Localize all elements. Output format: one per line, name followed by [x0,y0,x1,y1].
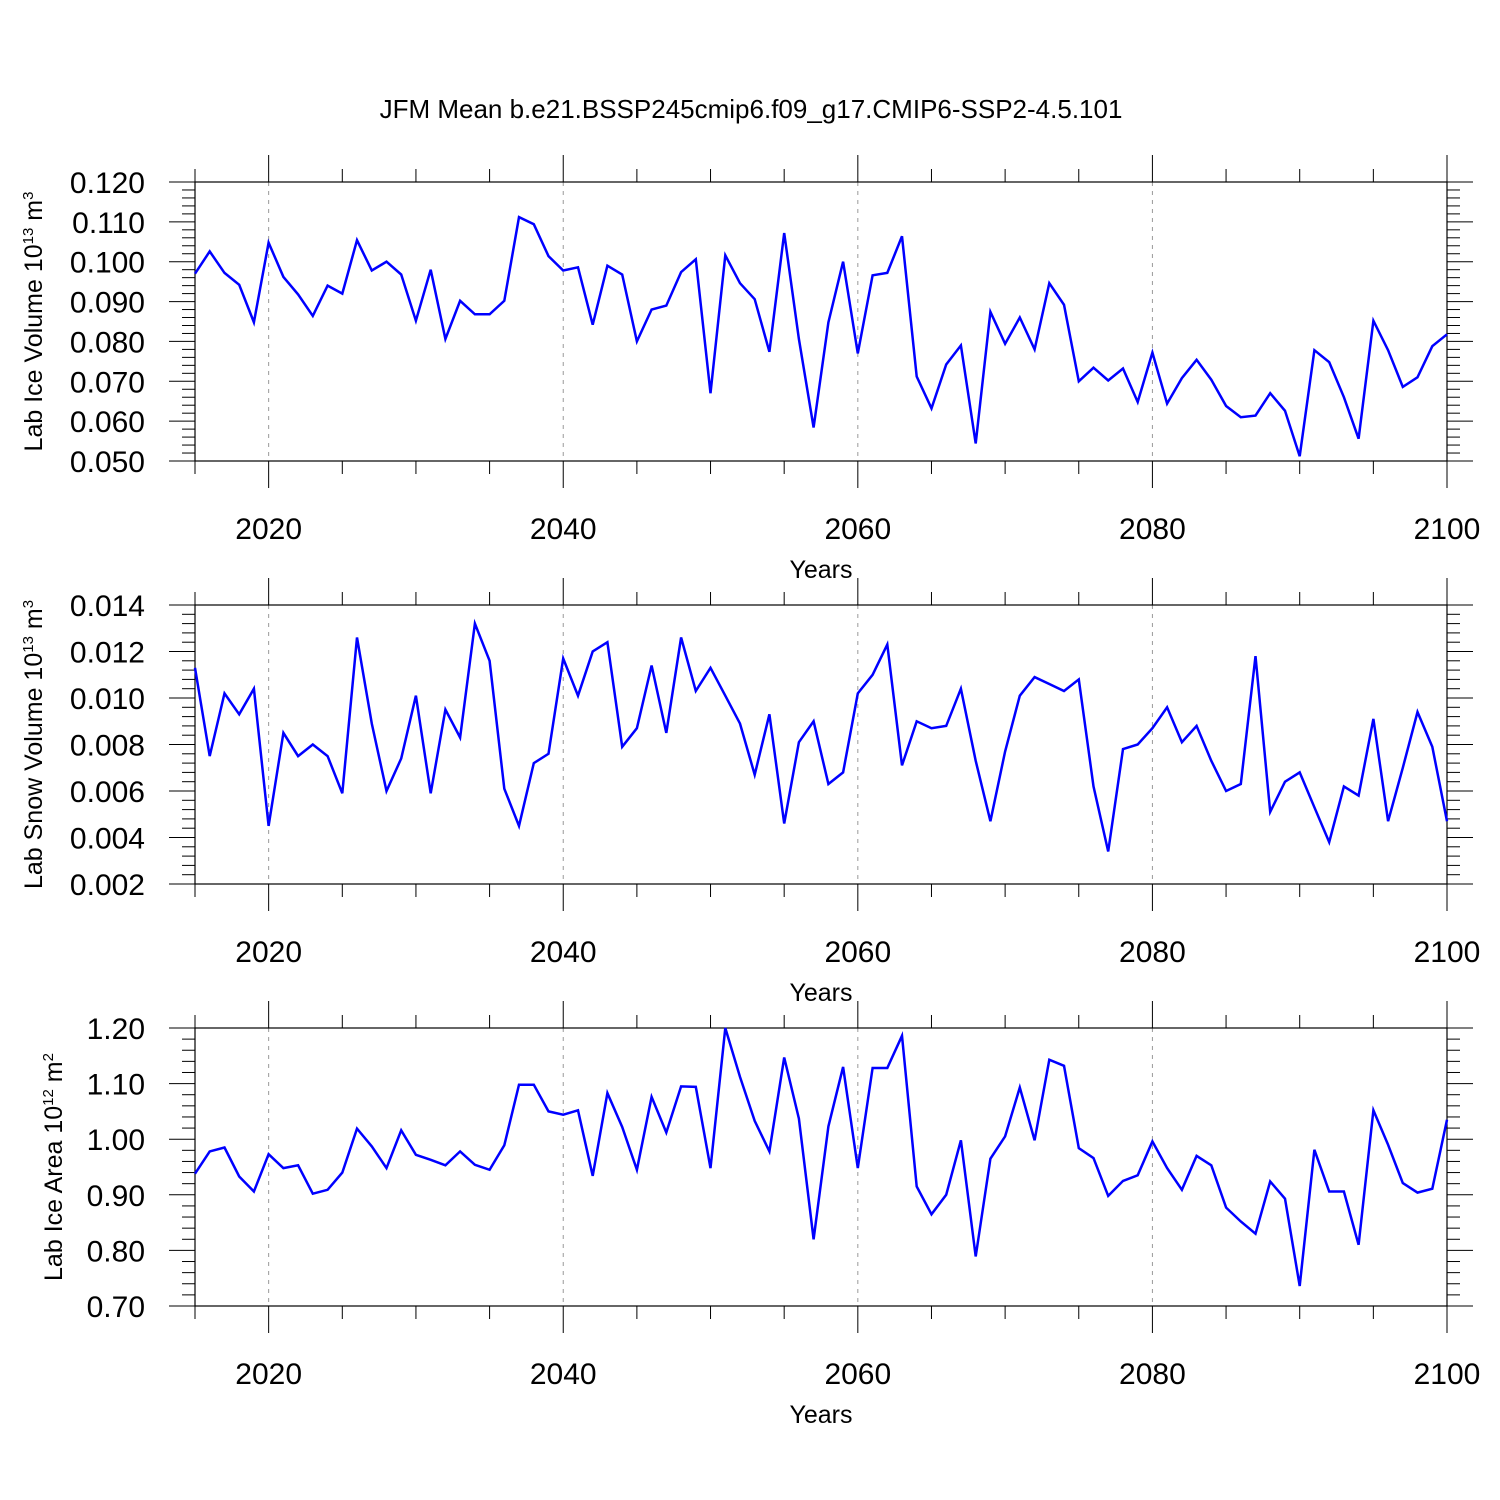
x-tick-label: 2040 [530,513,597,546]
x-tick-label: 2020 [235,1358,302,1391]
y-axis-label-text: m [20,608,48,636]
y-tick-label: 0.004 [70,823,145,856]
y-axis-label-text: m [20,200,48,228]
y-axis-label-superscript: 3 [20,600,37,608]
plot-frame [194,181,1448,462]
y-axis-label-text: m [40,1061,68,1089]
y-axis-label-text: Lab Snow Volume 10 [20,653,48,889]
y-axis-label-text: Lab Ice Area 10 [40,1106,68,1281]
x-axis-label: Years [789,1401,852,1429]
y-tick-label: 0.008 [70,730,145,763]
y-axis-label-superscript: 3 [20,192,37,200]
x-tick-label: 2100 [1414,936,1481,969]
x-tick-label: 2060 [824,936,891,969]
y-tick-label: 0.050 [70,446,145,479]
y-axis-label-superscript: 2 [40,1053,57,1061]
y-tick-label: 0.110 [72,207,145,240]
y-tick-label: 0.010 [70,683,145,716]
figure-title: JFM Mean b.e21.BSSP245cmip6.f09_g17.CMIP… [380,94,1123,124]
y-axis-label: Lab Snow Volume 1013 m3 [20,600,48,889]
y-tick-label: 0.90 [87,1180,145,1213]
series-line [193,215,1448,457]
x-tick-label: 2040 [530,1358,597,1391]
x-tick-label: 2060 [824,513,891,546]
y-tick-label: 0.70 [87,1291,145,1324]
y-axis-label-superscript: 12 [40,1089,57,1106]
chart-panel-1: 2020 2040 2060 2080 2100 Years 0.050 0.060 0.070… [20,155,1480,584]
x-tick-label: 2020 [235,936,302,969]
x-axis-label: Years [789,556,852,584]
y-tick-label: 0.120 [70,167,145,200]
y-tick-label: 0.006 [70,776,145,809]
y-tick-label: 0.090 [70,287,145,320]
y-axis-label: Lab Ice Area 1012 m2 [40,1053,68,1281]
x-axis-label: Years [789,979,852,1007]
series-line [193,618,1449,852]
x-tick-label: 2080 [1119,936,1186,969]
plot-frame [194,1027,1448,1307]
chart-panels: 2020 2040 2060 2080 2100 Years 0.050 0.060 0.070… [20,155,1480,1429]
chart-panel-3: 2020 2040 2060 2080 2100 Years 0.70 0.80 0.90 1.0… [40,1001,1480,1429]
series-line [193,1027,1449,1287]
x-tick-label: 2040 [530,936,597,969]
y-tick-label: 1.00 [87,1124,145,1157]
y-tick-label: 0.070 [70,366,145,399]
y-axis-label-superscript: 13 [20,636,37,653]
y-tick-label: 0.080 [70,326,145,359]
x-tick-label: 2060 [824,1358,891,1391]
y-axis-label-superscript: 13 [20,228,37,245]
y-tick-label: 0.80 [87,1235,145,1268]
x-tick-label: 2020 [235,513,302,546]
y-tick-label: 0.012 [70,637,145,670]
y-tick-label: 1.10 [87,1069,145,1102]
x-tick-label: 2100 [1414,1358,1481,1391]
y-tick-label: 0.002 [70,869,145,902]
y-tick-label: 0.060 [70,406,145,439]
plot-frame [194,604,1448,885]
y-tick-label: 0.100 [70,247,145,280]
chart-panel-2: 2020 2040 2060 2080 2100 Years 0.002 0.004 0.006… [20,578,1480,1007]
x-tick-label: 2080 [1119,1358,1186,1391]
y-tick-label: 0.014 [70,590,145,623]
x-tick-label: 2080 [1119,513,1186,546]
y-axis-label: Lab Ice Volume 1013 m3 [20,192,48,452]
y-tick-label: 1.20 [87,1013,145,1046]
x-tick-label: 2100 [1414,513,1481,546]
y-axis-label-text: Lab Ice Volume 10 [20,244,48,451]
